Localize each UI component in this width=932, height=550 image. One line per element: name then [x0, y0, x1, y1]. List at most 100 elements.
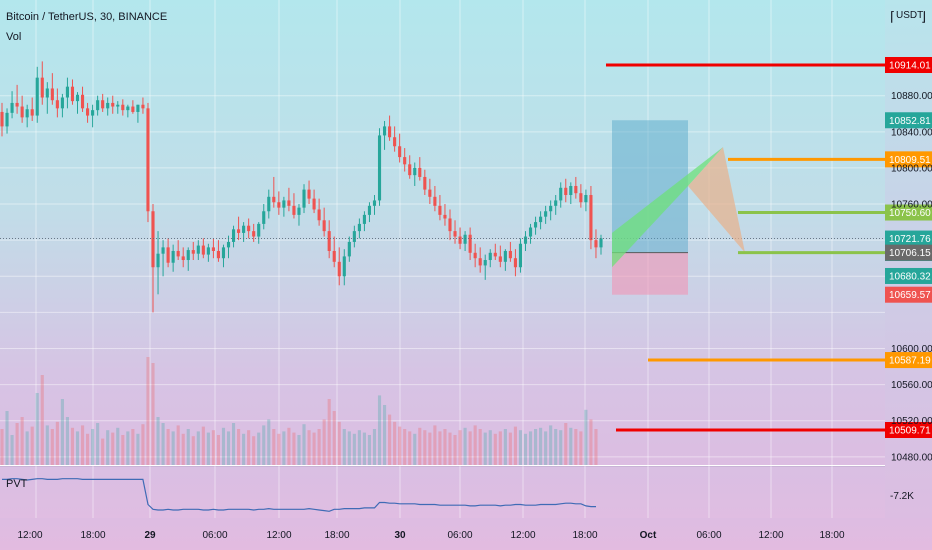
volume-bar: [418, 427, 422, 465]
long-position-loss-zone[interactable]: [612, 252, 688, 295]
candle-body: [498, 256, 502, 262]
level-price-label: 10587.19: [889, 356, 931, 367]
currency-bracket-left: ⌈: [890, 9, 896, 24]
volume-bar: [312, 432, 316, 465]
price-tag-label: 10852.81: [889, 116, 931, 127]
candle-body: [20, 106, 24, 118]
candle-body: [418, 167, 422, 177]
pvt-last-value: -7.2K: [890, 491, 914, 502]
volume-bar: [438, 431, 442, 465]
candle-body: [508, 250, 512, 259]
volume-bar: [287, 427, 291, 465]
candle-body: [237, 229, 241, 233]
volume-bar: [282, 431, 286, 465]
volume-bar: [262, 425, 266, 465]
volume-bar: [161, 423, 165, 465]
candle-body: [493, 252, 497, 257]
volume-bar: [226, 431, 231, 465]
candle-body: [70, 86, 75, 102]
volume-bar: [96, 423, 100, 465]
candle-body: [277, 202, 281, 208]
candle-body: [332, 250, 336, 262]
level-price-label: 10809.51: [889, 155, 931, 166]
level-price-tag: [885, 352, 932, 369]
volume-bar: [317, 429, 321, 465]
projection-triangle-green[interactable]: [612, 147, 723, 268]
volume-bar: [10, 435, 14, 465]
volume-bar: [327, 399, 331, 465]
volume-bar: [347, 431, 351, 465]
volume-bar: [493, 433, 497, 465]
volume-bar: [579, 431, 583, 465]
time-axis-tick: 18:00: [819, 530, 844, 541]
volume-bar: [594, 429, 598, 465]
candle-body: [398, 146, 402, 158]
candle-body: [473, 252, 477, 259]
candle-body: [433, 196, 437, 206]
volume-bar: [91, 429, 95, 465]
time-axis-tick: Oct: [640, 530, 657, 541]
volume-bar: [65, 417, 69, 465]
volume-bar: [146, 357, 150, 465]
candle-body: [307, 189, 311, 199]
pvt-indicator-label[interactable]: PVT: [6, 478, 28, 490]
candle-body: [443, 214, 447, 219]
candle-body: [216, 250, 221, 259]
volume-bar: [166, 429, 170, 465]
candle-body: [554, 200, 558, 206]
candle-body: [30, 109, 34, 116]
candle-body: [544, 211, 548, 217]
volume-bar: [5, 411, 9, 465]
time-axis-tick: 06:00: [696, 530, 721, 541]
price-tag: [885, 267, 932, 284]
volume-bar: [478, 429, 482, 465]
volume-bar: [388, 414, 392, 465]
volume-bar: [574, 429, 578, 465]
volume-bar: [35, 393, 39, 465]
candle-body: [146, 108, 150, 212]
volume-bar: [242, 433, 246, 465]
volume-bar: [428, 432, 432, 465]
volume-bar: [55, 421, 59, 465]
volume-bar: [186, 429, 190, 465]
candle-body: [428, 189, 432, 197]
projection-triangle-orange[interactable]: [688, 147, 745, 253]
level-price-label: 10509.71: [889, 426, 931, 437]
symbol-title[interactable]: Bitcoin / TetherUS, 30, BINANCE: [6, 11, 168, 23]
volume-bar: [473, 425, 477, 465]
volume-bar: [468, 431, 472, 465]
volume-bar: [332, 411, 336, 465]
candle-body: [91, 110, 95, 116]
candle-body: [226, 241, 231, 248]
volume-bar: [463, 427, 467, 465]
time-axis-tick: 06:00: [447, 530, 472, 541]
candle-body: [55, 100, 59, 109]
volume-bar: [564, 423, 568, 465]
volume-indicator-label[interactable]: Vol: [6, 31, 22, 43]
candle-body: [151, 211, 155, 268]
volume-bar: [357, 430, 361, 465]
candle-body: [252, 231, 256, 237]
candle-body: [297, 207, 301, 215]
price-tag: [885, 286, 932, 303]
candle-body: [564, 187, 568, 196]
level-price-label: 10750.60: [889, 208, 931, 219]
candle-body: [15, 102, 19, 107]
volume-bar: [30, 426, 34, 465]
volume-bar: [25, 431, 29, 465]
candle-body: [181, 256, 185, 261]
candle-body: [156, 253, 160, 268]
candle-body: [282, 200, 286, 208]
volume-bar: [252, 436, 256, 465]
candle-body: [136, 104, 140, 112]
candle-body: [478, 258, 482, 266]
time-axis[interactable]: [0, 518, 932, 550]
candle-body: [528, 227, 533, 237]
pvt-indicator-pane[interactable]: [0, 466, 885, 519]
currency-label[interactable]: USDT: [896, 10, 924, 21]
candle-body: [468, 234, 472, 253]
time-axis-tick: 12:00: [510, 530, 535, 541]
candle-body: [60, 97, 64, 109]
candle-body: [65, 86, 69, 98]
